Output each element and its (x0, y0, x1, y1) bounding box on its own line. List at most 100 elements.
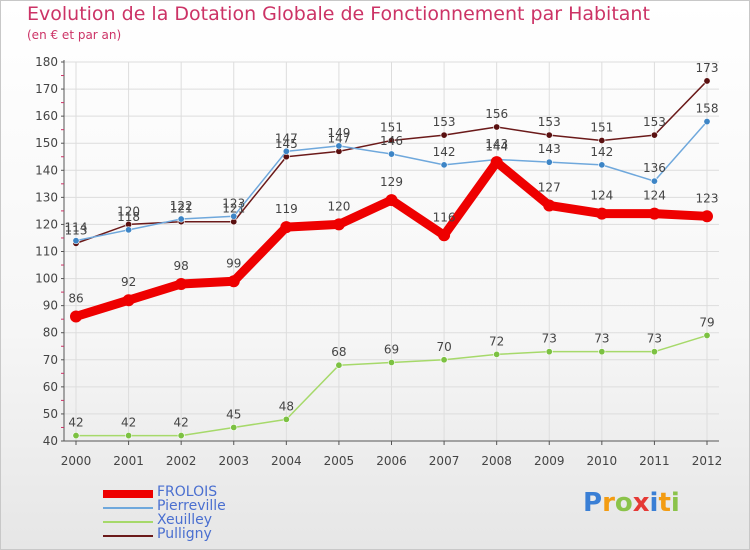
data-label-frolois: 129 (380, 175, 403, 189)
data-label-frolois: 123 (696, 191, 719, 205)
chart-title: Evolution de la Dotation Globale de Fonc… (27, 3, 650, 25)
data-point-xeuilley (335, 361, 343, 369)
data-label-pulligny: 153 (538, 115, 561, 129)
data-point-frolois (280, 221, 293, 234)
data-point-frolois (385, 194, 398, 207)
data-point-pulligny (440, 131, 448, 139)
data-point-frolois (648, 207, 661, 220)
y-tick-label: 150 (35, 136, 58, 150)
data-point-xeuilley (545, 348, 553, 356)
data-label-pierreville: 142 (433, 145, 456, 159)
y-tick-label: 100 (35, 272, 58, 286)
data-label-frolois: 92 (121, 275, 136, 289)
data-point-pulligny (703, 77, 711, 85)
legend-label-pulligny: Pulligny (157, 526, 212, 542)
data-label-xeuilley: 48 (279, 399, 294, 413)
x-tick-label: 2009 (534, 454, 565, 468)
data-label-xeuilley: 73 (647, 332, 662, 346)
logo-letter: t (658, 488, 671, 518)
data-point-pierreville (387, 150, 395, 158)
x-tick-label: 2010 (587, 454, 618, 468)
y-tick-label: 80 (43, 326, 58, 340)
data-label-frolois: 86 (68, 291, 83, 305)
data-label-frolois: 116 (433, 210, 456, 224)
y-tick-label: 40 (43, 434, 58, 448)
data-point-pulligny (650, 131, 658, 139)
data-label-frolois: 119 (275, 202, 298, 216)
legend-swatch-frolois (103, 490, 153, 498)
data-point-pierreville (598, 161, 606, 169)
data-label-pulligny: 156 (485, 107, 508, 121)
y-tick-label: 60 (43, 380, 58, 394)
data-point-frolois (595, 207, 608, 220)
y-tick-label: 170 (35, 82, 58, 96)
x-tick-label: 2006 (376, 454, 407, 468)
data-point-pulligny (545, 131, 553, 139)
data-label-xeuilley: 73 (542, 332, 557, 346)
data-point-pierreville (230, 212, 238, 220)
data-label-frolois: 120 (327, 199, 350, 213)
data-point-xeuilley (125, 432, 133, 440)
data-label-pierreville: 146 (380, 134, 403, 148)
data-label-pulligny: 121 (170, 202, 193, 216)
x-tick-label: 2000 (61, 454, 92, 468)
data-label-pierreville: 147 (275, 131, 298, 145)
data-point-frolois (227, 275, 240, 288)
data-point-frolois (175, 277, 188, 290)
data-point-xeuilley (650, 348, 658, 356)
data-point-frolois (701, 210, 713, 223)
x-tick-label: 2012 (692, 454, 723, 468)
data-label-pulligny: 173 (696, 61, 719, 75)
y-tick-label: 70 (43, 353, 58, 367)
data-label-frolois: 127 (538, 180, 561, 194)
data-label-frolois: 98 (174, 259, 189, 273)
data-label-frolois: 124 (643, 189, 666, 203)
proxiti-logo: Proxiti (583, 488, 680, 518)
data-label-frolois: 124 (590, 189, 613, 203)
data-point-frolois (70, 310, 82, 323)
data-label-frolois: 143 (485, 137, 508, 151)
x-tick-label: 2007 (429, 454, 460, 468)
logo-letter: i (670, 488, 680, 518)
data-label-pierreville: 123 (222, 196, 245, 210)
y-tick-label: 180 (35, 55, 58, 69)
data-point-xeuilley (703, 331, 711, 339)
data-point-pulligny (493, 123, 501, 131)
data-point-xeuilley (440, 356, 448, 364)
x-tick-label: 2005 (324, 454, 355, 468)
data-label-xeuilley: 69 (384, 342, 399, 356)
data-label-pulligny: 153 (433, 115, 456, 129)
data-label-pulligny: 151 (380, 121, 403, 135)
legend-label-frolois: FROLOIS (157, 484, 218, 500)
y-tick-label: 130 (35, 190, 58, 204)
legend-label-pierreville: Pierreville (157, 498, 226, 514)
data-label-xeuilley: 79 (699, 315, 714, 329)
x-tick-label: 2004 (271, 454, 302, 468)
data-point-xeuilley (493, 350, 501, 358)
data-label-pierreville: 158 (696, 102, 719, 116)
data-label-pierreville: 144 (485, 139, 508, 153)
data-point-pierreville (545, 158, 553, 166)
data-label-xeuilley: 72 (489, 334, 504, 348)
data-label-pulligny: 113 (65, 223, 88, 237)
data-point-pulligny (387, 137, 395, 145)
x-tick-label: 2011 (639, 454, 670, 468)
data-point-xeuilley (72, 432, 80, 440)
data-label-xeuilley: 45 (226, 407, 241, 421)
data-point-frolois (543, 199, 556, 212)
data-point-frolois (438, 229, 451, 242)
data-point-pierreville (282, 147, 290, 155)
data-label-xeuilley: 42 (174, 416, 189, 430)
data-label-pierreville: 118 (117, 210, 140, 224)
legend-label-xeuilley: Xeuilley (157, 512, 213, 528)
data-label-pulligny: 153 (643, 115, 666, 129)
data-label-pierreville: 143 (538, 142, 561, 156)
y-tick-label: 160 (35, 109, 58, 123)
x-tick-label: 2008 (481, 454, 512, 468)
x-tick-label: 2002 (166, 454, 197, 468)
legend-swatch-xeuilley (103, 521, 153, 523)
chart-subtitle: (en € et par an) (27, 28, 122, 42)
legend-swatch-pulligny (103, 535, 153, 537)
